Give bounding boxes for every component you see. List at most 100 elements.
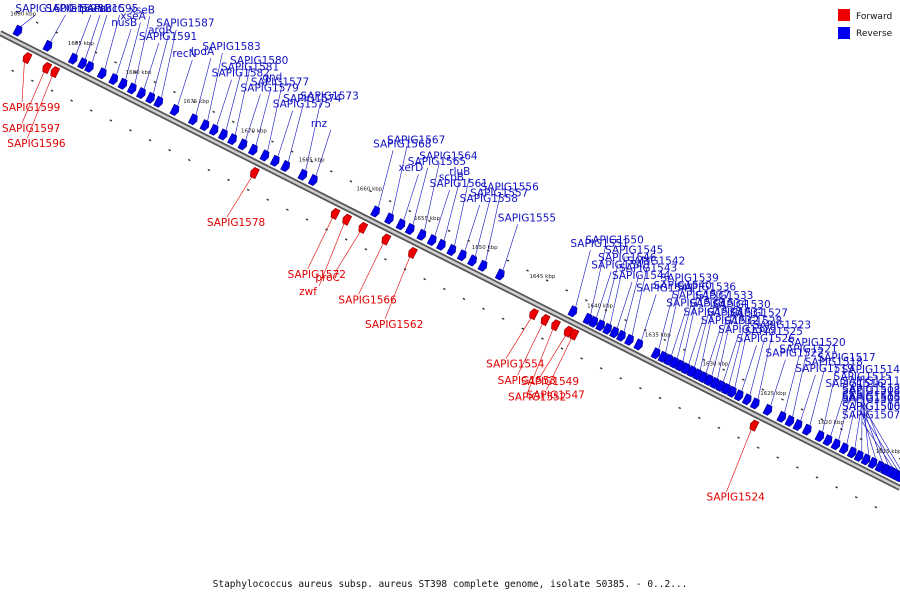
gene-accc-glyph[interactable] xyxy=(97,68,106,79)
gene-label-sapig1520[interactable]: SAPIG1520 xyxy=(787,337,845,349)
gene-sapig1578-glyph[interactable] xyxy=(250,167,259,178)
gene-label-sapig1523[interactable]: SAPIG1523 xyxy=(753,319,811,331)
gene-sapig1517-glyph[interactable] xyxy=(815,430,824,441)
gene-sapig1542-glyph[interactable] xyxy=(625,334,634,345)
gene-sapig1581-glyph[interactable] xyxy=(218,129,227,140)
gene-sapig1595-glyph[interactable] xyxy=(78,58,87,69)
gene-label-sapig1517[interactable]: SAPIG1517 xyxy=(817,352,875,364)
gene-proc-glyph[interactable] xyxy=(359,222,368,233)
gene-sapig1598-glyph[interactable] xyxy=(43,40,52,51)
gene-lpda-glyph[interactable] xyxy=(188,114,197,125)
gene-sapig1580-glyph[interactable] xyxy=(228,134,237,145)
gene-sapig1556-glyph[interactable] xyxy=(478,260,487,271)
gene-label-sapig1566[interactable]: SAPIG1566 xyxy=(338,295,397,307)
gene-sapig1597-glyph[interactable] xyxy=(43,62,52,73)
gene-label-gnd[interactable]: gnd xyxy=(262,71,282,83)
gene-sapig1524-glyph[interactable] xyxy=(750,420,759,431)
gene-label-sapig1596[interactable]: SAPIG1596 xyxy=(7,138,66,150)
gene-sapig1520-glyph[interactable] xyxy=(785,415,794,426)
gene-sapig1574-glyph[interactable] xyxy=(281,160,290,171)
gene-sapig1514-glyph[interactable] xyxy=(839,443,848,454)
gene-label-sapig1587[interactable]: SAPIG1587 xyxy=(156,18,214,30)
gene-sapig1573-glyph[interactable] xyxy=(298,169,307,180)
axis-tick-label: 1680 kbp xyxy=(126,70,152,76)
gene-label-sapig1556[interactable]: SAPIG1556 xyxy=(480,182,539,194)
gene-sapig1518-glyph[interactable] xyxy=(802,424,811,435)
gene-label-sapig1547[interactable]: SAPIG1547 xyxy=(526,390,584,402)
gene-sapig1523-glyph[interactable] xyxy=(750,398,759,409)
gene-sapig1572-glyph[interactable] xyxy=(331,208,340,219)
gene-sapig1568-glyph[interactable] xyxy=(371,206,380,217)
gene-sapig1561-glyph[interactable] xyxy=(427,234,436,245)
gene-sapig1515-glyph[interactable] xyxy=(831,439,840,450)
gene-sapig1513-glyph[interactable] xyxy=(847,447,856,458)
gene-sapig1596-glyph[interactable] xyxy=(51,67,60,78)
gene-label-sapig1573[interactable]: SAPIG1573 xyxy=(300,91,358,103)
gene-sapig1564-glyph[interactable] xyxy=(417,229,426,240)
gene-recn-glyph[interactable] xyxy=(170,104,179,115)
gene-sapig1591-glyph[interactable] xyxy=(136,87,145,98)
gene-sapig1562-glyph[interactable] xyxy=(408,247,417,258)
gene-label-xseb[interactable]: xseB xyxy=(130,4,155,16)
gene-label-sapig1554[interactable]: SAPIG1554 xyxy=(486,358,545,370)
gene-sapig1600-glyph[interactable] xyxy=(13,25,22,36)
gene-label-sapig1555[interactable]: SAPIG1555 xyxy=(498,212,556,224)
lane-dot xyxy=(796,467,798,468)
gene-label-sapig1564[interactable]: SAPIG1564 xyxy=(419,151,478,163)
gene-sapig1565-glyph[interactable] xyxy=(405,223,414,234)
gene-sapig1551-glyph[interactable] xyxy=(568,306,577,317)
gene-label-sapig1524[interactable]: SAPIG1524 xyxy=(706,492,765,504)
gene-label-sapig1549[interactable]: SAPIG1549 xyxy=(521,376,579,388)
gene-label-sapig1597[interactable]: SAPIG1597 xyxy=(2,123,60,135)
leader-line xyxy=(576,250,591,307)
gene-sapig1557-glyph[interactable] xyxy=(468,255,477,266)
gene-sapig1554-glyph[interactable] xyxy=(530,309,539,320)
gene-label-sapig1505[interactable]: SAPIG1505 xyxy=(842,392,900,404)
gene-label-rnz[interactable]: rnz xyxy=(311,118,328,130)
gene-sapig1552-glyph[interactable] xyxy=(551,320,560,331)
gene-label-sapig1527[interactable]: SAPIG1527 xyxy=(730,308,788,320)
gene-sapig1558-glyph[interactable] xyxy=(457,250,466,261)
gene-gnd-glyph[interactable] xyxy=(260,150,269,161)
gene-sapig1599-glyph[interactable] xyxy=(23,53,32,64)
gene-sapig1522-glyph[interactable] xyxy=(763,404,772,415)
gene-sapig1579-glyph[interactable] xyxy=(238,139,247,150)
gene-xsea-glyph[interactable] xyxy=(118,78,127,89)
gene-sapig1521-glyph[interactable] xyxy=(777,411,786,422)
gene-sapig1566-glyph[interactable] xyxy=(382,234,391,245)
gene-scpb-glyph[interactable] xyxy=(436,239,445,250)
gene-label-sapig1599[interactable]: SAPIG1599 xyxy=(2,102,60,114)
gene-label-sapig1578[interactable]: SAPIG1578 xyxy=(207,217,265,229)
gene-efp-glyph[interactable] xyxy=(68,53,77,64)
gene-sapig1541-glyph[interactable] xyxy=(634,339,643,350)
gene-sapig1555-glyph[interactable] xyxy=(495,269,504,280)
gene-sapig1525-glyph[interactable] xyxy=(742,394,751,405)
lane-dot xyxy=(836,487,838,488)
gene-sapig1540-glyph[interactable] xyxy=(651,348,660,359)
gene-rlub-glyph[interactable] xyxy=(447,244,456,255)
gene-sapig1583-glyph[interactable] xyxy=(200,120,209,131)
gene-sapig1577-glyph[interactable] xyxy=(248,144,257,155)
gene-label-sapig1542[interactable]: SAPIG1542 xyxy=(627,256,685,268)
gene-sapig1519-glyph[interactable] xyxy=(793,419,802,430)
gene-sapig1587-glyph[interactable] xyxy=(154,96,163,107)
gene-xseb-glyph[interactable] xyxy=(127,83,136,94)
gene-label-sapig1580[interactable]: SAPIG1580 xyxy=(230,55,288,67)
gene-zwf-glyph[interactable] xyxy=(343,214,352,225)
gene-xerd-glyph[interactable] xyxy=(396,219,405,230)
gene-sapig1553-glyph[interactable] xyxy=(541,314,550,325)
gene-label-rlub[interactable]: rluB xyxy=(449,166,470,178)
gene-label-sapig1562[interactable]: SAPIG1562 xyxy=(365,319,423,331)
gene-label-proc[interactable]: proC xyxy=(315,272,340,284)
gene-sapig1582-glyph[interactable] xyxy=(209,124,218,135)
axis-tick-label: 1635 kbp xyxy=(645,333,671,339)
gene-argr-glyph[interactable] xyxy=(146,92,155,103)
gene-sapig1575-glyph[interactable] xyxy=(270,155,279,166)
gene-label-sapig1583[interactable]: SAPIG1583 xyxy=(202,41,260,53)
gene-nusb-glyph[interactable] xyxy=(109,73,118,84)
gene-sapig1516-glyph[interactable] xyxy=(823,435,832,446)
gene-label-zwf[interactable]: zwf xyxy=(299,286,317,298)
gene-sapig1567-glyph[interactable] xyxy=(385,213,394,224)
gene-label-sapig1567[interactable]: SAPIG1567 xyxy=(387,134,445,146)
gene-rnz-glyph[interactable] xyxy=(308,174,317,185)
